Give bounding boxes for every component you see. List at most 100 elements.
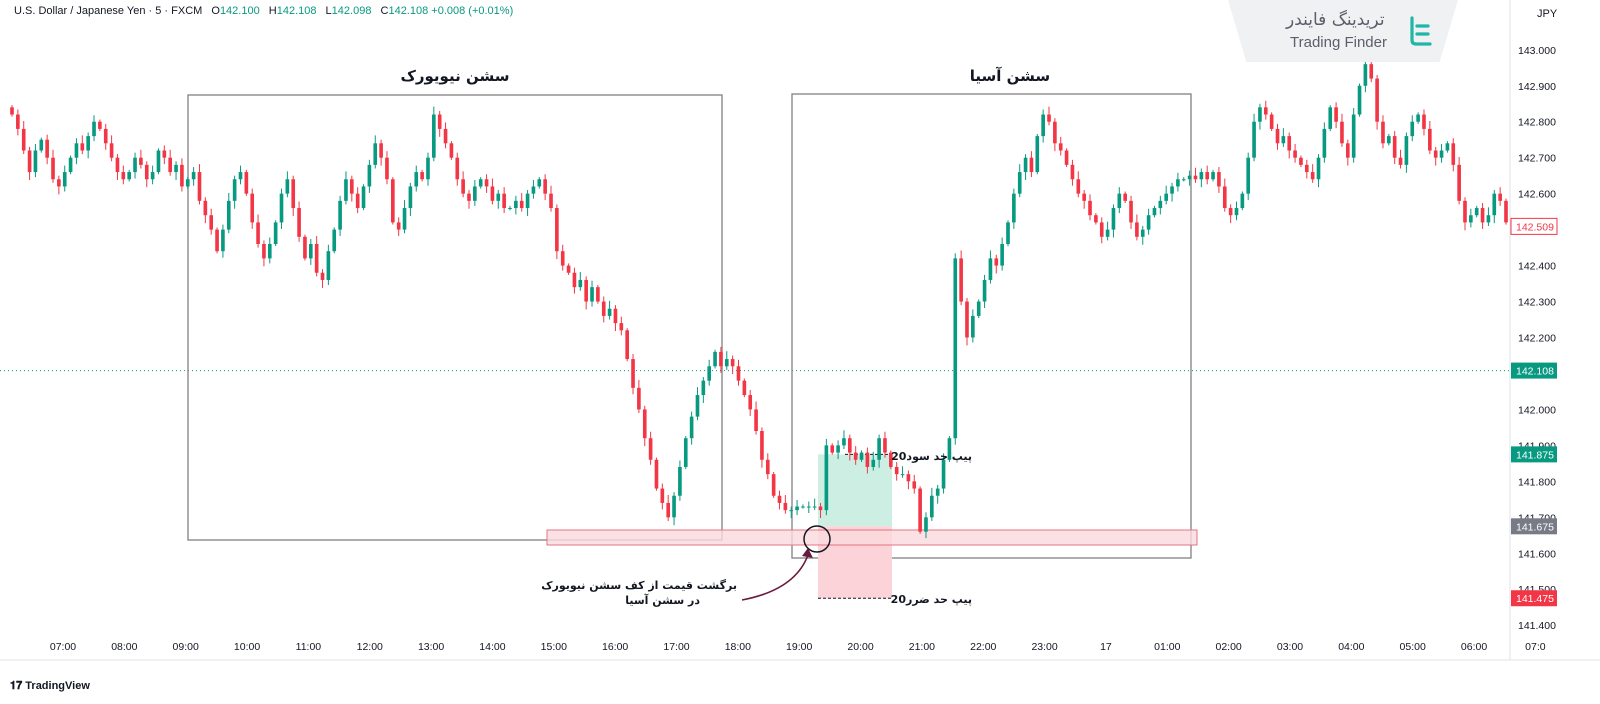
high-value: 142.108 [276,5,317,17]
candle [1205,172,1210,180]
x-tick-label: 23:00 [1031,641,1057,653]
y-tick-label: 142.400 [1518,261,1556,273]
candle [1404,136,1409,165]
candle [1228,208,1233,216]
currency-label[interactable]: JPY [1537,8,1558,20]
candle [1012,193,1016,223]
candle [133,157,137,173]
candle [1363,64,1368,86]
candles-group [10,56,1508,539]
candle [959,258,963,302]
candle [519,200,524,209]
tradingview-logo[interactable]: 𝟏𝟕 TradingView [10,680,90,693]
candle [847,438,852,453]
x-tick-label: 10:00 [234,641,260,653]
candle [1000,243,1004,266]
candle [1457,164,1461,201]
candle [941,459,946,489]
candle [57,179,61,187]
candle [1299,157,1303,165]
candle [824,445,829,511]
candle [1170,186,1174,194]
candle [478,179,483,187]
candle [1398,157,1403,165]
entry-arrow-head [802,548,813,558]
candle [1387,136,1391,144]
candle [98,121,102,129]
candle [1070,164,1075,180]
candle [1158,200,1163,209]
candle [103,128,108,144]
candle [1428,128,1432,151]
candle [683,438,688,467]
candle [1392,136,1397,158]
brand-name-fa: تریدینگ فایندر [1286,10,1385,30]
candle [1082,193,1086,201]
candle [865,452,870,467]
price-label: 141.675 [1516,521,1554,533]
y-tick-label: 142.600 [1518,189,1556,201]
candle [994,258,999,266]
high-label: H [268,5,277,17]
entry-circle [803,525,831,553]
price-label-box [1510,217,1558,235]
candle [391,179,395,223]
candle [1316,157,1321,180]
candle [906,474,911,482]
candle [373,143,378,165]
candle [812,506,817,508]
candle [672,495,676,518]
candle [771,474,776,496]
price-label: 142.108 [1516,366,1554,378]
candle [912,481,917,489]
candle [877,438,881,460]
candle [402,208,407,230]
candle [689,416,694,439]
trading-finder-logo-icon [1410,16,1432,46]
candle [613,308,618,324]
candle [789,510,794,512]
candle [584,279,588,302]
candle [1304,164,1309,173]
candle [777,495,782,503]
tp-label: 20پیپ حد سود [891,450,972,463]
candle [1129,200,1133,223]
candle [320,272,325,280]
candle [256,222,260,244]
candle [1486,215,1491,223]
candle [601,301,606,316]
x-tick-label: 06:00 [1461,641,1487,653]
candle [648,438,653,460]
candle [109,143,114,158]
price-label-box [1511,518,1557,535]
open-value: 142.100 [219,5,260,17]
x-tick-label: 22:00 [970,641,996,653]
x-tick-label: 02:00 [1216,641,1242,653]
candle [836,445,840,453]
y-tick-label: 142.200 [1518,333,1556,345]
x-tick-label: 08:00 [111,641,137,653]
candle [1334,107,1338,122]
candle [1176,179,1180,187]
x-tick-label: 16:00 [602,641,628,653]
candle [1023,157,1028,173]
symbol-name[interactable]: U.S. Dollar / Japanese Yen · 5 · FXCM [14,5,203,17]
candle [332,229,337,252]
ny-session-label: سشن نیویورک [401,67,510,85]
candle [1357,85,1362,115]
candle [361,186,366,209]
candle [379,143,383,158]
y-tick-label: 141.800 [1518,476,1556,488]
change-value: +0.008 (+0.01%) [431,5,514,17]
ny-low-zone [546,529,1198,546]
candle [180,164,184,187]
candle [953,258,958,439]
candle [1381,121,1385,144]
candle [1322,128,1327,158]
candle [918,488,922,532]
candle [1076,179,1081,194]
x-tick-label: 21:00 [909,641,935,653]
candle [783,502,788,511]
candle [385,157,389,180]
